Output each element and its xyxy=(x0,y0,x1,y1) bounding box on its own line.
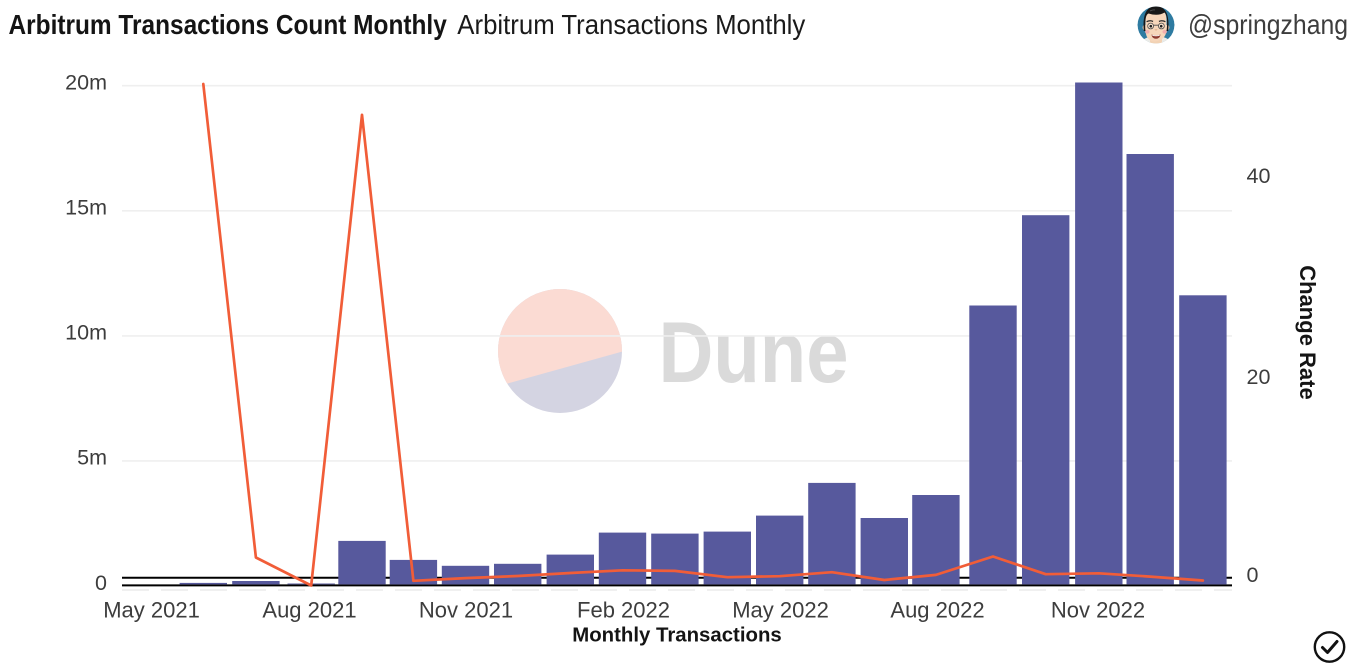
svg-text:Aug 2021: Aug 2021 xyxy=(262,598,356,623)
svg-text:0: 0 xyxy=(1247,563,1259,587)
svg-text:Monthly Transactions: Monthly Transactions xyxy=(572,625,782,647)
svg-text:20: 20 xyxy=(1247,365,1271,389)
svg-text:Aug 2022: Aug 2022 xyxy=(890,598,984,623)
svg-text:May 2021: May 2021 xyxy=(103,598,200,623)
svg-text:Nov 2021: Nov 2021 xyxy=(419,598,513,623)
svg-text:Nov 2022: Nov 2022 xyxy=(1051,598,1145,623)
svg-text:Arbitrum Transactions Monthly: Arbitrum Transactions Monthly xyxy=(457,9,805,40)
svg-text:40: 40 xyxy=(1247,164,1271,188)
svg-text:Dune: Dune xyxy=(659,305,849,401)
svg-text:15m: 15m xyxy=(65,196,107,220)
svg-text:@springzhang: @springzhang xyxy=(1188,9,1348,40)
svg-text:Change Rate: Change Rate xyxy=(1295,265,1320,399)
svg-text:May 2022: May 2022 xyxy=(732,598,829,623)
svg-text:Arbitrum Transactions Count Mo: Arbitrum Transactions Count Monthly xyxy=(9,9,448,40)
svg-text:0: 0 xyxy=(95,571,107,595)
svg-text:5m: 5m xyxy=(77,446,107,470)
svg-text:10m: 10m xyxy=(65,321,107,345)
svg-text:20m: 20m xyxy=(65,70,107,94)
svg-text:Feb 2022: Feb 2022 xyxy=(577,598,670,623)
